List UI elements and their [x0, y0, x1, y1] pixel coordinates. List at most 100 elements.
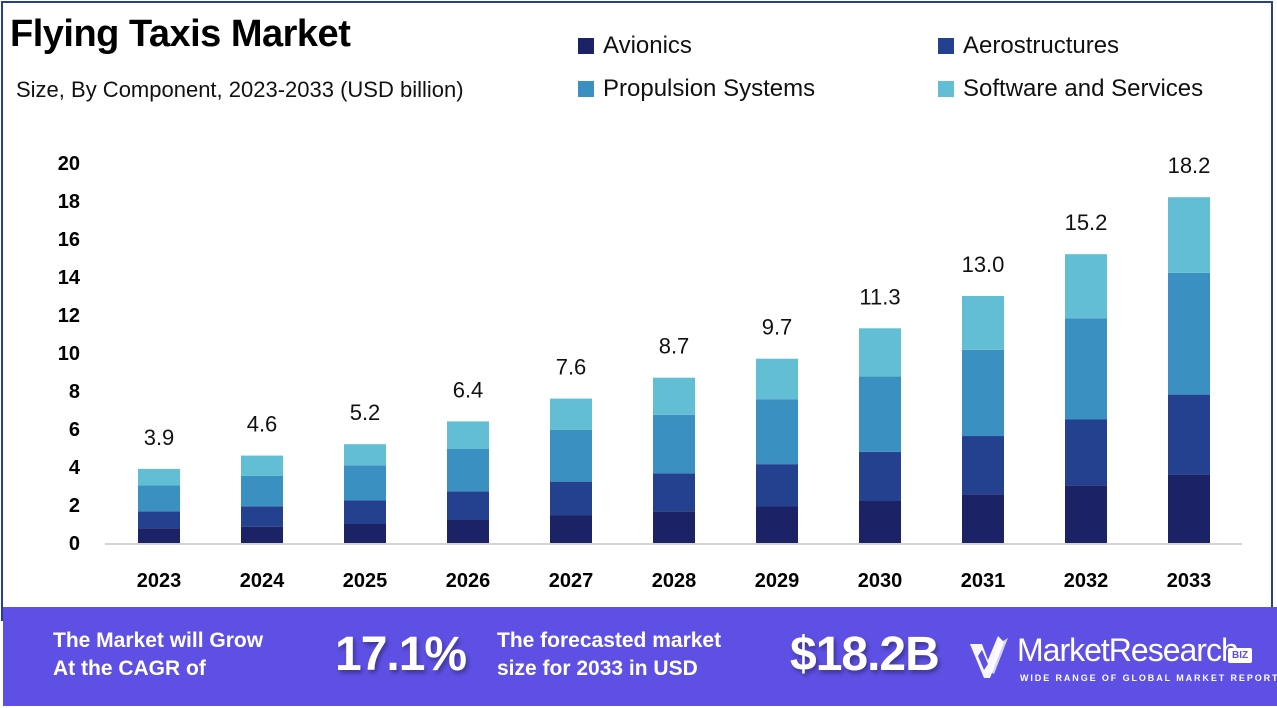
bar-segment-software-and-services: [1168, 197, 1210, 273]
bar-segment-avionics: [962, 494, 1004, 543]
x-tick-label: 2033: [1167, 570, 1212, 592]
bar-segment-propulsion-systems: [1168, 272, 1210, 395]
y-tick-label: 12: [58, 305, 80, 327]
chart-subtitle: Size, By Component, 2023-2033 (USD billi…: [16, 77, 464, 102]
bar-segment-aerostructures: [756, 464, 798, 507]
bar-segment-software-and-services: [756, 358, 798, 400]
bar-segment-propulsion-systems: [859, 376, 901, 452]
x-tick-label: 2028: [652, 570, 697, 592]
bars: [138, 197, 1210, 543]
data-label: 18.2: [1168, 153, 1211, 178]
bar-segment-software-and-services: [550, 398, 592, 430]
bar-segment-propulsion-systems: [550, 429, 592, 482]
cagr-text-line2: At the CAGR of: [53, 657, 206, 680]
logo-check-icon: [970, 636, 1008, 678]
bar-segment-software-and-services: [241, 455, 283, 476]
data-label: 15.2: [1065, 210, 1108, 235]
bar-stack-2030: [859, 328, 901, 543]
y-tick-label: 4: [69, 457, 81, 479]
legend-item-aerostructures: Aerostructures: [938, 32, 1119, 60]
summary-banner: [3, 607, 1277, 706]
data-labels: 3.9 4.6 5.2 6.4 7.6 8.7 9.7 11.3 13.0 15.2 18.2: [144, 153, 1211, 450]
bar-segment-avionics: [241, 526, 283, 543]
chart-frame: [1, 1, 1273, 621]
bar-segment-aerostructures: [550, 481, 592, 516]
bar-segment-avionics: [344, 524, 386, 543]
x-axis: 2023 2024 2025 2026 2027 2028 2029 2030 2031 2032…: [137, 570, 1212, 592]
bar-segment-aerostructures: [962, 436, 1004, 495]
legend-label: Aerostructures: [963, 32, 1120, 59]
bar-segment-software-and-services: [962, 296, 1004, 350]
x-tick-label: 2024: [240, 570, 285, 592]
bar-segment-propulsion-systems: [241, 475, 283, 507]
bar-segment-avionics: [859, 501, 901, 543]
bar-segment-software-and-services: [1065, 254, 1107, 319]
forecast-text-line2: size for 2033 in USD: [497, 657, 698, 680]
bar-segment-aerostructures: [241, 506, 283, 527]
data-label: 13.0: [962, 252, 1005, 277]
bar-segment-software-and-services: [138, 468, 180, 486]
bar-segment-avionics: [550, 515, 592, 543]
x-tick-label: 2029: [755, 570, 800, 592]
bar-segment-aerostructures: [653, 473, 695, 512]
y-tick-label: 6: [69, 419, 80, 441]
bar-segment-aerostructures: [344, 500, 386, 524]
data-label: 6.4: [453, 377, 484, 402]
bar-stack-2026: [447, 421, 489, 543]
bar-segment-propulsion-systems: [653, 414, 695, 474]
legend-label: Software and Services: [963, 75, 1204, 102]
data-label: 9.7: [762, 315, 793, 340]
legend-swatch: [578, 38, 594, 54]
bar-segment-aerostructures: [138, 511, 180, 529]
bar-segment-propulsion-systems: [447, 448, 489, 492]
legend-swatch: [938, 38, 954, 54]
bar-stack-2024: [241, 455, 283, 543]
x-tick-label: 2031: [961, 570, 1006, 592]
y-tick-label: 0: [69, 533, 80, 555]
bar-segment-propulsion-systems: [344, 465, 386, 501]
legend-swatch: [578, 81, 594, 97]
data-label: 8.7: [659, 334, 690, 359]
bar-segment-software-and-services: [344, 444, 386, 466]
bar-segment-aerostructures: [859, 451, 901, 502]
bar-stack-2027: [550, 398, 592, 543]
bar-segment-avionics: [138, 528, 180, 543]
bar-segment-aerostructures: [1065, 419, 1107, 486]
bar-stack-2029: [756, 358, 798, 543]
bar-stack-2025: [344, 444, 386, 543]
y-tick-label: 10: [58, 343, 80, 365]
bar-segment-aerostructures: [1168, 394, 1210, 475]
legend-label: Propulsion Systems: [603, 75, 816, 102]
bar-segment-avionics: [447, 520, 489, 543]
cagr-value: 17.1%: [335, 628, 467, 681]
x-tick-label: 2032: [1064, 570, 1109, 592]
cagr-description: The Market will Grow At the CAGR of: [53, 627, 263, 683]
bar-segment-avionics: [1065, 485, 1107, 543]
bar-segment-propulsion-systems: [1065, 318, 1107, 420]
bar-segment-propulsion-systems: [138, 485, 180, 512]
bar-segment-avionics: [1168, 474, 1210, 543]
bar-stack-2023: [138, 468, 180, 543]
bar-stack-2031: [962, 296, 1004, 543]
x-tick-label: 2025: [343, 570, 388, 592]
legend-label: Avionics: [603, 32, 692, 59]
y-tick-label: 14: [58, 267, 81, 289]
y-tick-label: 20: [58, 153, 80, 175]
bar-segment-propulsion-systems: [756, 399, 798, 465]
x-tick-label: 2030: [858, 570, 903, 592]
bar-segment-avionics: [653, 511, 695, 543]
data-label: 7.6: [556, 355, 587, 380]
y-tick-label: 2: [69, 495, 80, 517]
forecast-text-line1: The forecasted market: [497, 629, 722, 652]
bar-segment-avionics: [756, 506, 798, 543]
legend-item-avionics: Avionics: [578, 32, 692, 60]
data-label: 3.9: [144, 425, 175, 450]
legend-swatch: [938, 81, 954, 97]
bar-segment-aerostructures: [447, 491, 489, 521]
legend-item-software-and-services: Software and Services: [938, 75, 1203, 103]
logo-name: MarketResearch: [1017, 632, 1239, 668]
forecast-value: $18.2B: [790, 628, 940, 681]
data-label: 4.6: [247, 412, 278, 437]
bar-segment-software-and-services: [447, 421, 489, 449]
